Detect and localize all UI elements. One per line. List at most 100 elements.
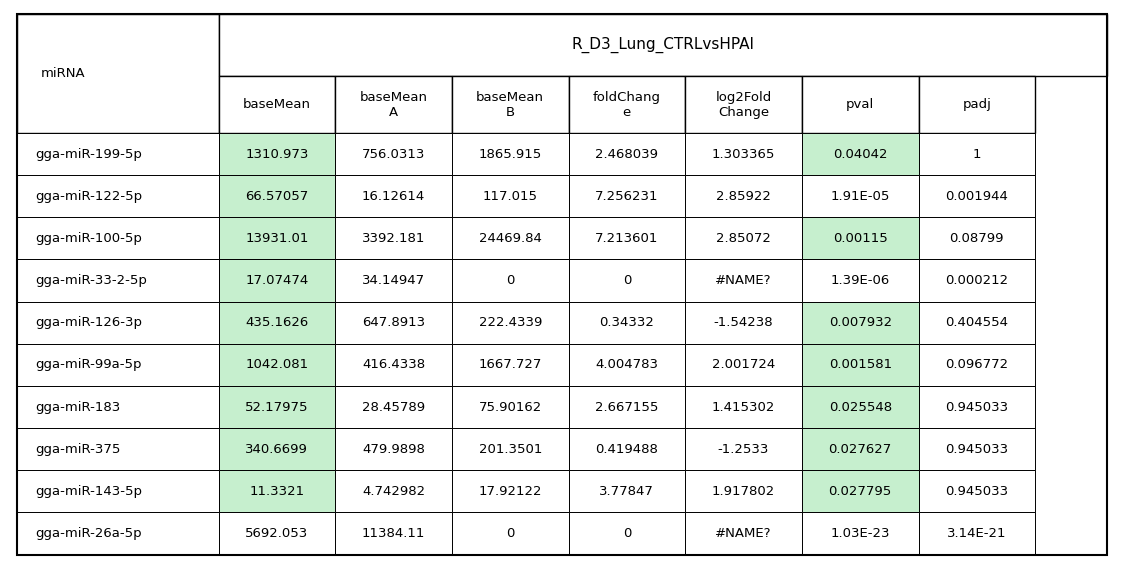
Bar [452,175,569,217]
Text: 34.14947: 34.14947 [362,274,425,287]
Text: 0.34332: 0.34332 [599,316,654,329]
Text: 28.45789: 28.45789 [362,400,425,413]
Text: 1.303365: 1.303365 [711,148,776,160]
Text: 0.000212: 0.000212 [945,274,1008,287]
Text: baseMean: baseMean [243,98,311,111]
Text: 416.4338: 416.4338 [362,358,425,372]
Text: 2.001724: 2.001724 [711,358,776,372]
Bar [17,470,218,512]
Text: baseMean
A: baseMean A [360,91,427,119]
Text: 0.027795: 0.027795 [828,485,891,498]
Bar [686,470,801,512]
Bar [335,217,452,260]
Bar [569,217,686,260]
Bar [801,175,918,217]
Bar [918,344,1035,386]
Text: 0.001581: 0.001581 [828,358,891,372]
Bar [335,428,452,470]
Text: 3.14E-21: 3.14E-21 [948,527,1007,540]
Text: 1865.915: 1865.915 [479,148,542,160]
Bar [452,344,569,386]
Bar [452,302,569,344]
Text: 75.90162: 75.90162 [479,400,542,413]
Bar [452,260,569,302]
Text: 5692.053: 5692.053 [245,527,308,540]
Bar [686,217,801,260]
Text: gga-miR-33-2-5p: gga-miR-33-2-5p [35,274,147,287]
Bar [335,133,452,175]
Text: 16.12614: 16.12614 [362,190,425,203]
Bar [218,133,335,175]
Text: 7.256231: 7.256231 [595,190,659,203]
Text: 435.1626: 435.1626 [245,316,308,329]
Text: R_D3_Lung_CTRLvsHPAI: R_D3_Lung_CTRLvsHPAI [571,37,754,53]
Bar [452,470,569,512]
Text: 647.8913: 647.8913 [362,316,425,329]
Text: 66.57057: 66.57057 [245,190,308,203]
Bar [569,428,686,470]
Text: 24469.84: 24469.84 [479,232,542,245]
Text: 17.07474: 17.07474 [245,274,308,287]
Bar [218,217,335,260]
Bar [686,302,801,344]
Text: 1.91E-05: 1.91E-05 [831,190,890,203]
Text: 2.667155: 2.667155 [596,400,659,413]
Bar [569,302,686,344]
Bar [218,175,335,217]
Bar [918,386,1035,428]
Text: 0.945033: 0.945033 [945,443,1008,455]
Bar [686,133,801,175]
Text: gga-miR-100-5p: gga-miR-100-5p [35,232,142,245]
Text: 1042.081: 1042.081 [245,358,308,372]
Text: gga-miR-126-3p: gga-miR-126-3p [35,316,142,329]
Text: 479.9898: 479.9898 [362,443,425,455]
Bar [335,175,452,217]
Text: 3392.181: 3392.181 [362,232,425,245]
Bar [569,175,686,217]
Text: 1.03E-23: 1.03E-23 [831,527,890,540]
Bar [918,428,1035,470]
Bar [801,428,918,470]
Bar [17,14,218,133]
Text: gga-miR-26a-5p: gga-miR-26a-5p [35,527,142,540]
Text: 0.096772: 0.096772 [945,358,1008,372]
Text: gga-miR-375: gga-miR-375 [35,443,120,455]
Bar [452,512,569,555]
Text: 2.85922: 2.85922 [716,190,771,203]
Bar [452,76,569,133]
Text: 0: 0 [623,527,631,540]
Bar [918,260,1035,302]
Bar [218,76,335,133]
Text: gga-miR-99a-5p: gga-miR-99a-5p [35,358,142,372]
Text: padj: padj [962,98,991,111]
Text: 1310.973: 1310.973 [245,148,309,160]
Text: 4.742982: 4.742982 [362,485,425,498]
Bar [569,260,686,302]
Bar [335,512,452,555]
Bar [918,470,1035,512]
Text: 4.004783: 4.004783 [596,358,659,372]
Bar [801,133,918,175]
Bar [218,512,335,555]
Bar [17,386,218,428]
Text: log2Fold
Change: log2Fold Change [715,91,772,119]
Bar [801,302,918,344]
Bar [686,512,801,555]
Text: 117.015: 117.015 [482,190,537,203]
Bar [569,344,686,386]
Bar [801,512,918,555]
Bar [335,386,452,428]
Bar [17,217,218,260]
Text: 0: 0 [506,274,515,287]
Text: #NAME?: #NAME? [715,274,772,287]
Bar [218,14,1107,76]
Text: 222.4339: 222.4339 [479,316,542,329]
Text: 1.415302: 1.415302 [711,400,776,413]
Text: 0.025548: 0.025548 [828,400,891,413]
Text: 52.17975: 52.17975 [245,400,309,413]
Text: 2.468039: 2.468039 [596,148,659,160]
Bar [918,302,1035,344]
Bar [17,512,218,555]
Text: #NAME?: #NAME? [715,527,772,540]
Text: baseMean
B: baseMean B [477,91,544,119]
